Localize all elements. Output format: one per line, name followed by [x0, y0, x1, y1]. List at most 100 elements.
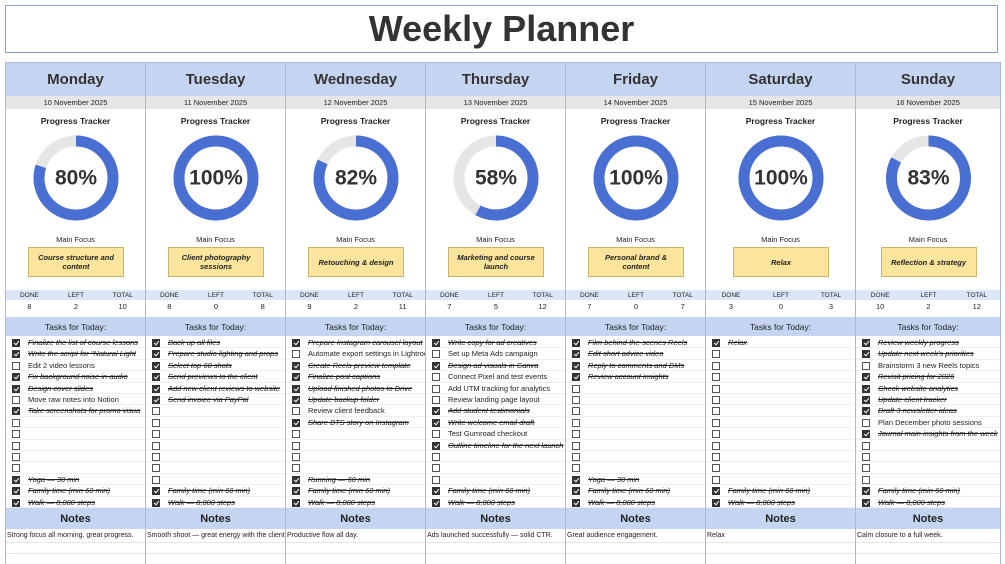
stat-value: 0 — [633, 302, 639, 311]
stat-value: 5 — [493, 302, 499, 311]
task-row — [286, 462, 425, 474]
check-mark — [13, 476, 20, 483]
checkbox — [572, 441, 580, 450]
task-text: Walk — 8,000 steps — [588, 497, 655, 507]
task-row: Family time (min 60 min) — [566, 485, 705, 497]
checkbox — [572, 498, 580, 507]
checkbox — [712, 487, 720, 496]
check-mark — [153, 396, 160, 403]
stats-header — [706, 290, 855, 300]
note-line — [146, 553, 285, 554]
checkbox — [572, 407, 580, 416]
task-text: Review client feedback — [308, 406, 385, 416]
check-mark — [293, 373, 300, 380]
tasks-header: Tasks for Today: — [706, 317, 855, 336]
check-mark — [863, 396, 870, 403]
check-mark — [863, 351, 870, 357]
note-line — [706, 542, 855, 543]
stat-label: LEFT — [348, 291, 364, 299]
day-column: Saturday 15 November 2025 Progress Tracker… — [705, 62, 856, 564]
progress-donut: 80% — [33, 135, 119, 221]
stat-label: DONE — [870, 291, 890, 299]
notes-text: Productive flow all day. — [287, 532, 359, 539]
task-text: Relax — [728, 338, 748, 347]
task-row: Add new client reviews to website — [146, 383, 285, 394]
task-row: Walk — 8,000 steps — [566, 497, 705, 508]
focus-box: Client photography sessions — [168, 247, 264, 277]
task-text: Write welcome email draft — [448, 417, 535, 427]
focus-box: Personal brand & content — [588, 247, 684, 277]
checkbox — [152, 498, 160, 507]
checkbox — [712, 418, 720, 427]
task-row — [706, 462, 855, 474]
task-row — [6, 428, 145, 440]
task-row — [706, 440, 855, 451]
note-line — [566, 553, 705, 554]
task-row: Design ad visuals in Canva — [426, 360, 565, 372]
checkbox — [12, 384, 20, 393]
task-row — [706, 348, 855, 360]
checkbox — [292, 498, 300, 507]
task-row: Draft 3 newsletter ideas — [856, 405, 1000, 417]
day-date: 12 November 2025 — [286, 96, 425, 109]
checkbox — [572, 418, 580, 427]
checkbox — [152, 475, 160, 484]
note-line — [146, 542, 285, 543]
task-row — [566, 462, 705, 474]
stat-value: 3 — [728, 302, 734, 311]
progress-label: Progress Tracker — [893, 116, 963, 126]
tasks-header: Tasks for Today: — [6, 317, 145, 336]
checkbox — [152, 441, 160, 450]
progress-percent: 58% — [475, 167, 517, 190]
task-row: Check website analytics — [856, 383, 1000, 394]
check-mark — [293, 476, 300, 483]
notes-header: Notes — [566, 508, 705, 529]
checkbox — [862, 361, 870, 370]
note-line — [286, 553, 425, 554]
stat-label: TOTAL — [252, 291, 273, 299]
note-line — [6, 553, 145, 554]
checkbox — [862, 475, 870, 484]
note-line — [566, 542, 705, 543]
task-row — [286, 440, 425, 451]
task-text: Review account insights — [588, 372, 669, 382]
task-row: Yoga — 30 min — [566, 474, 705, 486]
check-mark — [433, 339, 440, 346]
tasks-header: Tasks for Today: — [146, 317, 285, 336]
notes-header: Notes — [426, 508, 565, 529]
task-text: Move raw notes into Notion — [28, 395, 119, 404]
progress-label: Progress Tracker — [460, 116, 531, 126]
task-text: Review landing page layout — [448, 395, 540, 404]
task-text: Film behind-the-scenes Reels — [588, 338, 688, 347]
task-row — [706, 394, 855, 406]
checkbox — [152, 407, 160, 416]
task-row — [856, 440, 1000, 451]
task-text: Prepare studio lighting and props — [168, 349, 279, 359]
checkbox — [712, 464, 720, 473]
check-mark — [13, 385, 20, 391]
checkbox — [432, 384, 440, 393]
check-mark — [573, 487, 580, 494]
checkbox — [12, 487, 20, 496]
checkbox — [862, 373, 870, 382]
progress-label: Progress Tracker — [180, 116, 251, 126]
check-mark — [863, 487, 870, 494]
checkbox — [12, 475, 20, 484]
task-row — [426, 462, 565, 474]
task-text: Connect Pixel and test events — [448, 372, 548, 382]
task-row — [146, 462, 285, 474]
checkbox — [432, 430, 440, 439]
checkbox — [292, 453, 300, 461]
task-row — [6, 440, 145, 451]
stat-label: TOTAL — [112, 291, 133, 299]
checkbox — [12, 396, 20, 404]
checkbox — [432, 361, 440, 370]
task-text: Design ad visuals in Canva — [448, 360, 539, 370]
stat-label: LEFT — [208, 291, 224, 299]
day-name: Saturday — [706, 63, 855, 96]
checkbox — [432, 464, 440, 473]
notes-header: Notes — [6, 508, 145, 529]
stat-label: DONE — [159, 291, 179, 299]
task-row — [146, 428, 285, 440]
checkbox — [862, 418, 870, 427]
